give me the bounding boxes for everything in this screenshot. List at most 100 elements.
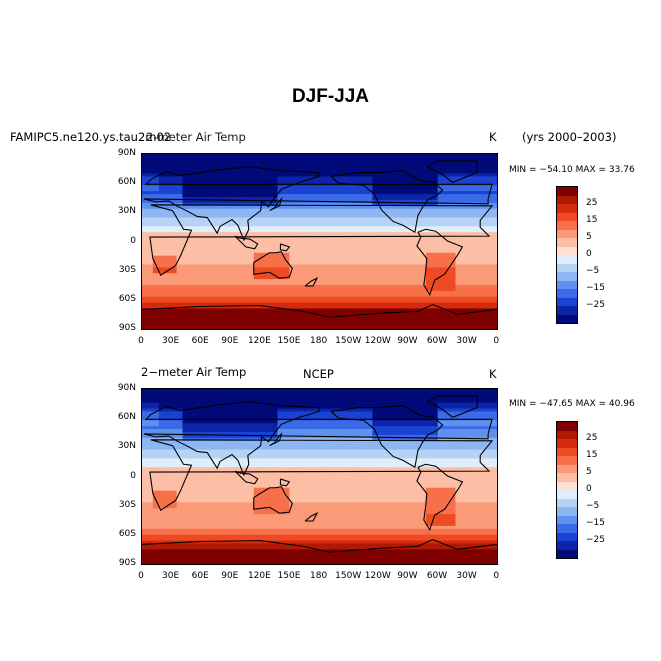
temperature-cell (413, 434, 421, 439)
temperature-cell (319, 211, 326, 216)
temperature-cell (449, 302, 456, 307)
temperature-cell (224, 320, 231, 324)
temperature-cell (390, 432, 397, 436)
temperature-cell (194, 273, 201, 277)
temperature-cell (241, 305, 249, 309)
temperature-cell (212, 273, 219, 277)
temperature-cell (378, 261, 385, 265)
temperature-cell (265, 296, 273, 301)
temperature-cell (402, 388, 409, 392)
temperature-cell (194, 390, 201, 395)
temperature-cell (313, 452, 320, 456)
temperature-cell (485, 214, 492, 219)
temperature-cell (313, 255, 320, 260)
temperature-cell (152, 211, 160, 216)
temperature-cell (467, 273, 474, 277)
temperature-cell (212, 232, 219, 236)
temperature-cell (271, 252, 278, 257)
temperature-cell (360, 223, 367, 227)
temperature-cell (271, 420, 278, 424)
temperature-cell (354, 429, 362, 433)
temperature-cell (141, 164, 148, 169)
temperature-cell (348, 305, 356, 309)
temperature-cell (212, 264, 219, 268)
temperature-cell (425, 293, 433, 298)
temperature-cell (152, 191, 160, 195)
temperature-cell (455, 302, 462, 307)
temperature-cell (455, 320, 462, 324)
temperature-cell (372, 393, 379, 398)
temperature-cell (390, 293, 397, 298)
temperature-cell (384, 390, 391, 395)
temperature-cell (253, 290, 261, 295)
temperature-cell (366, 270, 373, 274)
temperature-cell (366, 282, 373, 286)
temperature-cell (170, 323, 178, 327)
temperature-cell (152, 408, 160, 412)
temperature-cell (200, 399, 207, 404)
temperature-cell (259, 238, 267, 242)
temperature-cell (307, 241, 314, 245)
temperature-cell (265, 161, 273, 166)
temperature-cell (235, 223, 243, 227)
temperature-cell (188, 170, 195, 175)
temperature-cell (182, 264, 189, 268)
temperature-cell (301, 279, 308, 283)
temperature-cell (419, 449, 427, 454)
temperature-cell (253, 420, 261, 424)
temperature-cell (408, 437, 415, 442)
temperature-cell (289, 249, 296, 254)
temperature-cell (235, 279, 243, 283)
temperature-cell (301, 285, 308, 289)
temperature-cell (295, 255, 302, 260)
temperature-cell (360, 285, 367, 289)
temperature-cell (491, 285, 497, 289)
temperature-cell (307, 290, 314, 295)
temperature-cell (307, 267, 314, 271)
temperature-cell (467, 320, 474, 324)
temperature-cell (182, 446, 189, 451)
temperature-cell (158, 408, 166, 412)
temperature-cell (491, 191, 497, 195)
temperature-cell (324, 420, 332, 424)
temperature-cell (384, 282, 391, 286)
temperature-cell (378, 276, 385, 280)
temperature-cell (188, 314, 195, 318)
temperature-cell (408, 399, 415, 404)
temperature-cell (413, 320, 421, 324)
temperature-cell (152, 229, 160, 233)
temperature-cell (396, 420, 403, 424)
temperature-cell (354, 223, 362, 227)
temperature-cell (319, 220, 326, 224)
temperature-cell (396, 305, 403, 309)
temperature-cell (443, 211, 451, 216)
temperature-cell (224, 420, 231, 424)
temperature-cell (283, 205, 290, 210)
temperature-cell (141, 161, 148, 166)
temperature-cell (170, 423, 178, 427)
temperature-cell (354, 258, 362, 263)
temperature-cell (455, 414, 462, 418)
temperature-cell (402, 205, 409, 210)
temperature-cell (200, 393, 207, 398)
temperature-cell (241, 173, 249, 177)
temperature-cell (230, 217, 237, 221)
temperature-cell (146, 252, 154, 257)
temperature-cell (348, 164, 356, 169)
temperature-cell (188, 285, 195, 289)
temperature-cell (253, 423, 261, 427)
temperature-cell (413, 249, 421, 254)
temperature-cell (158, 414, 166, 418)
temperature-cell (141, 205, 148, 210)
temperature-cell (230, 208, 237, 213)
temperature-cell (301, 282, 308, 286)
temperature-cell (200, 305, 207, 309)
temperature-cell (235, 449, 243, 454)
temperature-cell (152, 276, 160, 280)
temperature-cell (164, 282, 172, 286)
temperature-cell (277, 408, 284, 412)
temperature-cell (366, 208, 373, 213)
temperature-cell (206, 396, 213, 401)
temperature-cell (348, 449, 356, 454)
temperature-cell (141, 179, 148, 183)
